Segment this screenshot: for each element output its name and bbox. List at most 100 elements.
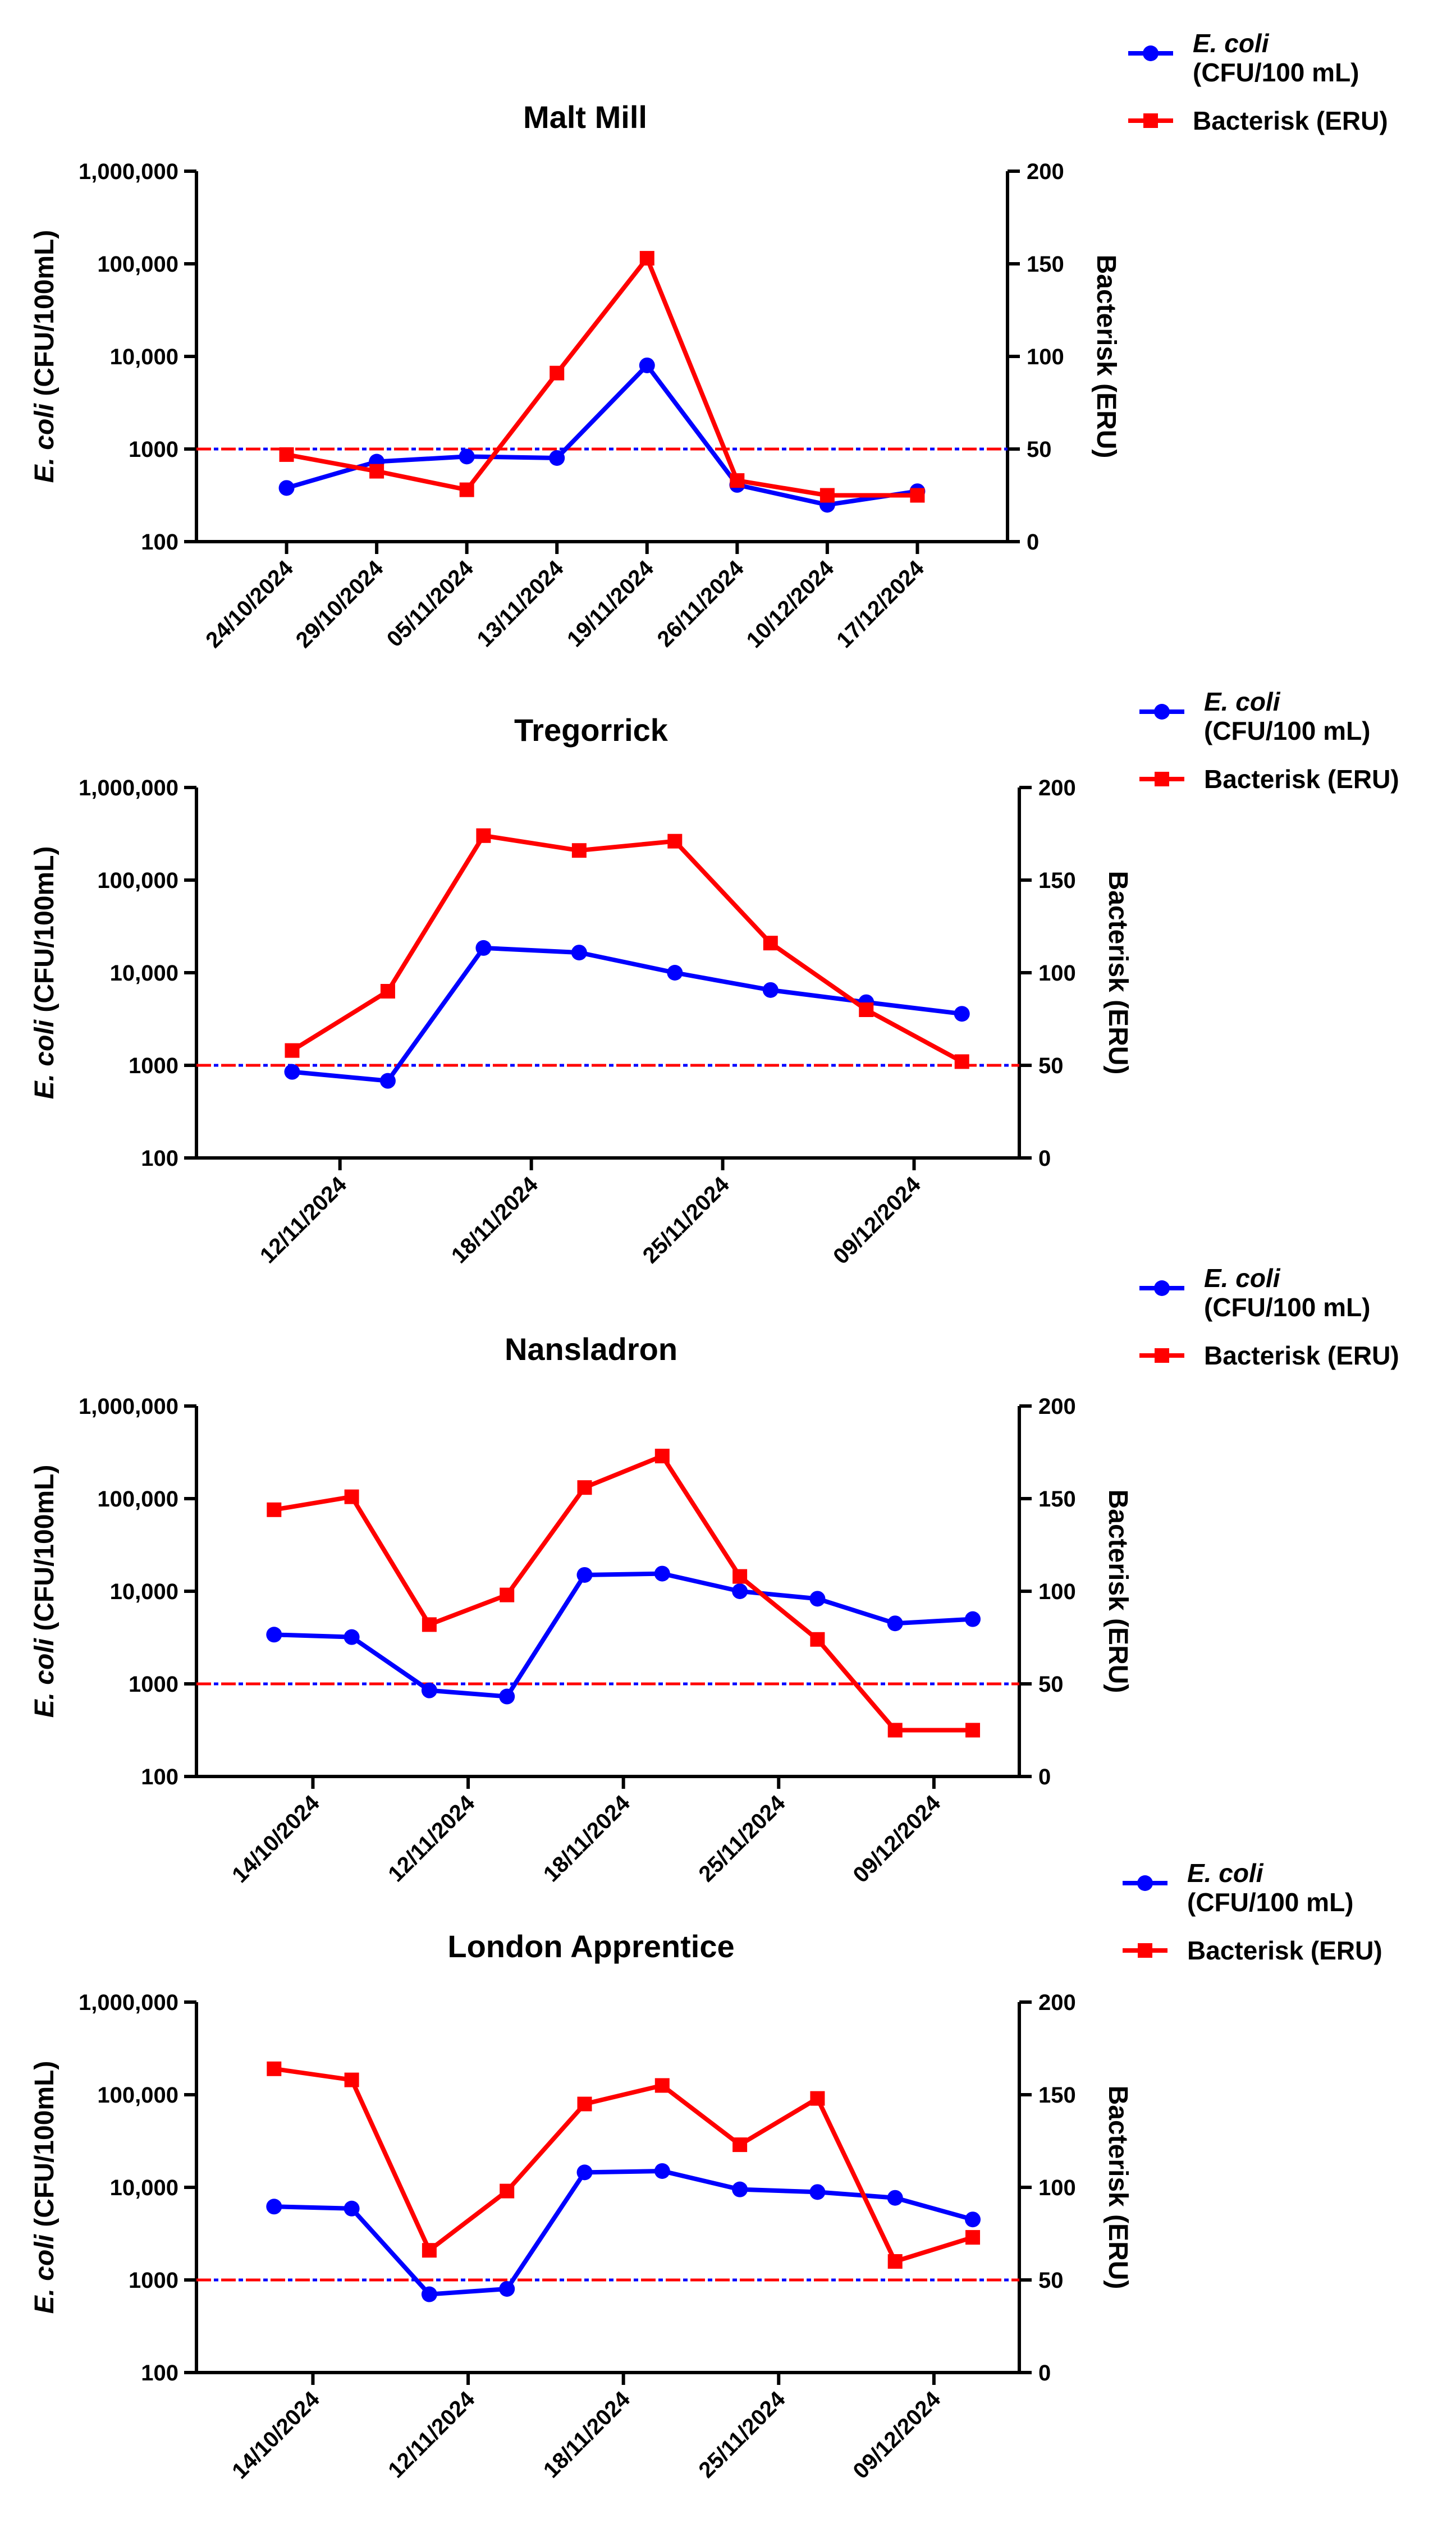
bacterisk-point	[476, 828, 491, 843]
y-tick-label-right: 150	[1027, 252, 1064, 277]
ecoli-point	[732, 2181, 748, 2197]
legend-ecoli-marker	[1154, 1280, 1170, 1296]
y-tick-label-left: 10,000	[110, 345, 178, 369]
y-tick-label-left: 1000	[129, 2268, 178, 2293]
y-axis-title-italic: E. coli	[30, 1637, 59, 1718]
legend: E. coli(CFU/100 mL) Bacterisk (ERU)	[1123, 1858, 1382, 1965]
y-tick-label-right: 200	[1027, 159, 1064, 184]
bacterisk-point	[500, 2183, 515, 2199]
ecoli-point	[732, 1583, 748, 1599]
x-tick-label: 17/12/2024	[832, 556, 929, 653]
chart-panel-4: London Apprentice100100010,000100,0001,0…	[30, 1858, 1382, 2484]
bacterisk-point	[639, 251, 654, 266]
ecoli-point	[459, 448, 475, 465]
y-axis-title-right: Bacterisk (ERU)	[1103, 871, 1133, 1075]
bacterisk-series-line	[286, 256, 918, 498]
y-tick-label-left: 10,000	[110, 2176, 178, 2200]
y-axis-title-italic: E. coli	[30, 1019, 59, 1099]
y-tick-label-left: 1000	[129, 1672, 178, 1697]
x-tick-label: 09/12/2024	[849, 1791, 946, 1888]
y-tick-label-right: 50	[1038, 1672, 1064, 1697]
y-axis-title-italic: E. coli	[30, 402, 59, 483]
bacterisk-point	[732, 1569, 748, 1584]
legend-ecoli-marker	[1137, 1875, 1153, 1891]
ecoli-point	[421, 1682, 437, 1698]
chart-title: London Apprentice	[447, 1929, 734, 1964]
y-axis-title-right: Bacterisk (ERU)	[1091, 255, 1121, 459]
legend-ecoli-marker	[1143, 45, 1159, 61]
bacterisk-series-line	[291, 833, 963, 1064]
ecoli-point	[284, 1064, 300, 1080]
legend-bacterisk-marker	[1155, 772, 1169, 786]
ecoli-point	[576, 1567, 593, 1583]
legend-ecoli-unit: (CFU/100 mL)	[1193, 58, 1359, 87]
ecoli-point	[639, 357, 655, 373]
y-tick-label-right: 200	[1038, 1990, 1076, 2015]
y-tick-label-left: 1,000,000	[79, 1394, 178, 1419]
legend: E. coli(CFU/100 mL) Bacterisk (ERU)	[1139, 687, 1399, 794]
chart-title: Malt Mill	[523, 99, 647, 135]
bacterisk-point	[763, 936, 778, 951]
ecoli-point	[499, 1688, 515, 1705]
legend: E. coli(CFU/100 mL) Bacterisk (ERU)	[1139, 1263, 1399, 1370]
ecoli-point	[421, 2286, 437, 2302]
y-tick-label-right: 200	[1038, 776, 1076, 800]
legend-bacterisk-marker	[1143, 113, 1158, 128]
y-axis-title-left: E. coli (CFU/100mL)	[30, 846, 59, 1100]
bacterisk-point	[654, 1449, 670, 1464]
ecoli-point	[667, 965, 683, 981]
legend-bacterisk-name: Bacterisk (ERU)	[1204, 764, 1399, 794]
y-tick-label-right: 100	[1027, 345, 1064, 369]
y-axis-title-rest: (CFU/100mL)	[30, 2061, 59, 2234]
ecoli-point	[499, 2281, 515, 2297]
chart-panel-1: Malt Mill100100010,000100,0001,000,00005…	[30, 29, 1388, 653]
chart-panel-2: Tregorrick100100010,000100,0001,000,0000…	[30, 687, 1399, 1269]
y-tick-label-left: 100,000	[97, 2083, 178, 2108]
y-axis-title-right: Bacterisk (ERU)	[1103, 1490, 1133, 1693]
x-tick-label: 29/10/2024	[291, 556, 388, 653]
y-tick-label-right: 150	[1038, 2083, 1076, 2108]
ecoli-point	[887, 2190, 903, 2206]
bacterisk-point	[965, 1723, 981, 1738]
legend-bacterisk-name: Bacterisk (ERU)	[1204, 1341, 1399, 1370]
legend-ecoli-marker	[1154, 704, 1170, 720]
bacterisk-point	[500, 1587, 515, 1602]
bacterisk-point	[285, 1043, 300, 1058]
ecoli-point	[762, 982, 779, 998]
y-tick-label-left: 100	[141, 530, 178, 555]
ecoli-point	[809, 2184, 826, 2200]
bacterisk-point	[380, 984, 395, 999]
legend-bacterisk-name: Bacterisk (ERU)	[1187, 1936, 1382, 1965]
x-tick-label: 14/10/2024	[227, 1791, 324, 1888]
y-tick-label-left: 100,000	[97, 252, 178, 277]
x-tick-label: 12/11/2024	[383, 1791, 480, 1887]
x-tick-label: 24/10/2024	[201, 556, 298, 653]
x-tick-label: 12/11/2024	[383, 2387, 480, 2483]
y-axis-title-italic: E. coli	[30, 2233, 59, 2314]
ecoli-point	[954, 1006, 970, 1022]
ecoli-point	[278, 480, 295, 496]
y-tick-label-right: 100	[1038, 2176, 1076, 2200]
chart-panel-3: Nansladron100100010,000100,0001,000,0000…	[30, 1263, 1399, 1888]
ecoli-point	[379, 1073, 396, 1089]
x-tick-label: 18/11/2024	[447, 1172, 543, 1269]
legend-ecoli-unit: (CFU/100 mL)	[1204, 1293, 1370, 1322]
y-axis-title-right: Bacterisk (ERU)	[1103, 2086, 1133, 2289]
x-tick-label: 25/11/2024	[694, 1791, 791, 1887]
bacterisk-point	[422, 1617, 437, 1632]
y-tick-label-left: 100	[141, 2361, 178, 2385]
y-axis-title-left: E. coli (CFU/100mL)	[30, 1465, 59, 1718]
ecoli-point	[654, 1565, 670, 1582]
bacterisk-point	[369, 464, 384, 479]
bacterisk-point	[459, 482, 474, 497]
bacterisk-point	[810, 1632, 825, 1647]
x-tick-label: 26/11/2024	[653, 556, 749, 652]
legend-ecoli-unit: (CFU/100 mL)	[1204, 716, 1370, 745]
y-tick-label-left: 1000	[129, 1054, 178, 1078]
bacterisk-point	[667, 834, 683, 849]
chart-title: Nansladron	[505, 1331, 677, 1367]
x-tick-label: 09/12/2024	[849, 2387, 946, 2484]
x-tick-label: 18/11/2024	[539, 1791, 635, 1887]
y-tick-label-right: 150	[1038, 868, 1076, 893]
